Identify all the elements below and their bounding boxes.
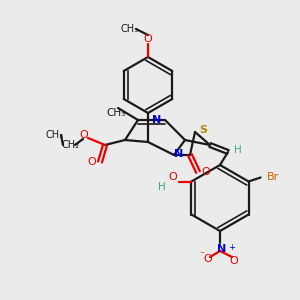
Text: CH₂: CH₂	[61, 140, 79, 150]
Text: Br: Br	[266, 172, 279, 182]
Text: H: H	[234, 145, 242, 155]
Text: O: O	[88, 157, 96, 167]
Text: N: N	[152, 115, 162, 125]
Text: O: O	[202, 167, 210, 177]
Text: N: N	[174, 149, 184, 159]
Text: S: S	[199, 125, 207, 135]
Text: ⁻: ⁻	[200, 250, 205, 260]
Text: O: O	[230, 256, 238, 266]
Text: CH₃: CH₃	[106, 108, 126, 118]
Text: CH₃: CH₃	[121, 24, 139, 34]
Text: O: O	[204, 254, 212, 264]
Text: O: O	[144, 34, 152, 44]
Text: N: N	[218, 244, 226, 254]
Text: +: +	[229, 244, 236, 253]
Text: O: O	[80, 130, 88, 140]
Text: H: H	[158, 182, 165, 193]
Text: CH₃: CH₃	[46, 130, 64, 140]
Text: O: O	[168, 172, 177, 182]
